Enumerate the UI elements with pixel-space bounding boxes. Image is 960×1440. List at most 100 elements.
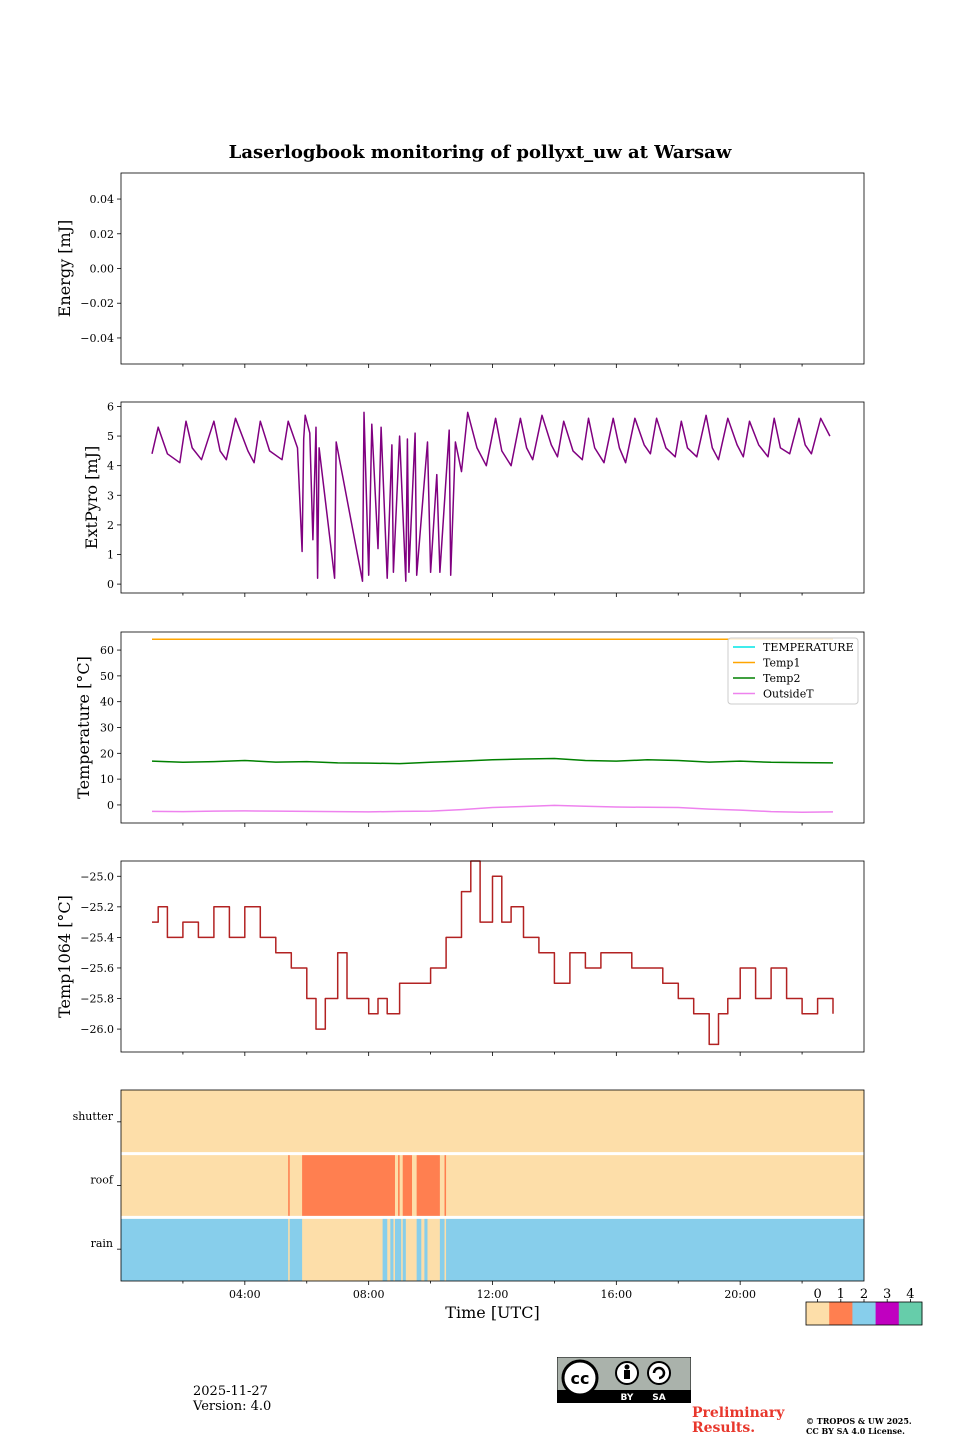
y-tick-label: 0	[107, 578, 114, 591]
y-tick-label: 1	[107, 549, 114, 562]
x-tick-label: 04:00	[229, 1288, 261, 1301]
colorbar-swatch-4	[898, 1302, 923, 1325]
license-sa-label: SA	[652, 1393, 665, 1403]
footer-date: 2025-11-27	[193, 1384, 268, 1399]
colorbar-label-0: 0	[813, 1287, 821, 1302]
panel-extpyro: 0 1 2 3 4 5 6 ExtPyro [mJ]	[82, 400, 865, 597]
status-row-shutter	[121, 1090, 864, 1154]
y-tick-label: −25.4	[80, 931, 114, 944]
series-line-temp2	[151, 757, 834, 765]
row-label-roof: roof	[90, 1174, 114, 1187]
y-tick-label: 50	[100, 670, 114, 683]
y-tick-label: 60	[100, 644, 114, 657]
status-segment-roof	[444, 1153, 447, 1218]
status-segment-roof	[402, 1153, 413, 1218]
status-row-roof	[121, 1153, 864, 1218]
panel-status: shutter roof rain 04:00 08:00 12:00 16:00 20:00…	[73, 1089, 923, 1326]
footer-version: Version: 4.0	[193, 1399, 272, 1414]
status-row-rain	[121, 1217, 864, 1281]
legend-label-temperature: TEMPERATURE	[763, 641, 854, 654]
y-tick-label: −25.8	[80, 993, 114, 1006]
y-tick-label: 0.02	[90, 228, 115, 241]
panel-energy: −0.04 −0.02 0.00 0.02 0.04 Energy [mJ]	[55, 172, 865, 368]
panel-temp1064: −26.0 −25.8 −25.6 −25.4 −25.2 −25.0 Temp1064 […	[55, 860, 865, 1056]
cc-by-sa-license-badge: cc BY SA	[557, 1357, 691, 1403]
series-line-temp1064	[152, 860, 834, 1046]
cc-icon	[561, 1359, 599, 1397]
status-segment-roof	[398, 1153, 400, 1218]
legend-box	[727, 637, 859, 705]
y-tick-label: −25.0	[80, 870, 114, 883]
y-tick-label: 0	[107, 799, 114, 812]
colorbar-label-2: 2	[860, 1287, 868, 1302]
y-axis-label: Energy [mJ]	[55, 220, 74, 318]
status-segment-rain	[393, 1217, 395, 1281]
y-tick-label: 3	[107, 489, 114, 502]
license-by-label: BY	[621, 1393, 634, 1403]
y-tick-label: −0.04	[80, 332, 114, 345]
y-tick-label: 0.04	[90, 193, 115, 206]
y-tick-label: 6	[107, 400, 114, 413]
y-tick-label: −26.0	[80, 1023, 114, 1036]
y-tick-label: 10	[100, 773, 114, 786]
axes-frame	[120, 401, 865, 594]
status-segment-rain	[421, 1217, 425, 1281]
x-axis-label: Time [UTC]	[445, 1303, 539, 1322]
y-axis-label: ExtPyro [mJ]	[82, 446, 101, 549]
x-tick-label: 08:00	[353, 1288, 385, 1301]
y-axis-label: Temp1064 [°C]	[55, 895, 74, 1018]
y-tick-label: 2	[107, 519, 114, 532]
status-segment-rain	[401, 1217, 403, 1281]
y-tick-label: 20	[100, 747, 114, 760]
axes-frame	[120, 631, 865, 824]
status-segment-rain	[405, 1217, 417, 1281]
axes-frame	[120, 1089, 865, 1282]
colorbar-label-4: 4	[906, 1287, 914, 1302]
x-tick-label: 12:00	[477, 1288, 509, 1301]
y-tick-label: 40	[100, 696, 114, 709]
status-segment-roof	[288, 1153, 290, 1218]
copyright-line1: © TROPOS & UW 2025.	[806, 1416, 912, 1426]
copyright-line2: CC BY SA 4.0 License.	[806, 1426, 905, 1436]
series-line-extpyro	[151, 411, 831, 582]
axes-frame	[120, 860, 865, 1053]
x-tick-label: 20:00	[724, 1288, 756, 1301]
status-segment-rain	[302, 1217, 383, 1281]
y-tick-label: 5	[107, 430, 114, 443]
svg-text:cc: cc	[571, 1369, 590, 1388]
preliminary-line2: Results.	[692, 1420, 756, 1436]
y-tick-label: −25.6	[80, 962, 114, 975]
panel-temperature: 0 10 20 30 40 50 60 Temperature [°C] TEMPERATURE…	[74, 631, 865, 827]
colorbar-swatch-0	[806, 1302, 830, 1325]
status-segment-rain	[444, 1217, 447, 1281]
status-segment-rain	[427, 1217, 440, 1281]
legend-label-temp2: Temp2	[763, 672, 800, 685]
status-segment-roof	[302, 1153, 395, 1218]
preliminary-line1: Preliminary	[692, 1405, 785, 1421]
colorbar-swatch-3	[875, 1302, 900, 1325]
colorbar-swatch-2	[852, 1302, 877, 1325]
colorbar-label-1: 1	[837, 1287, 845, 1302]
y-tick-label: −0.02	[80, 297, 114, 310]
colorbar-swatch-1	[829, 1302, 853, 1325]
y-tick-label: −25.2	[80, 901, 114, 914]
y-tick-label: 30	[100, 722, 114, 735]
row-label-shutter: shutter	[73, 1110, 114, 1123]
legend-label-outsidet: OutsideT	[763, 688, 814, 701]
status-segment-rain	[288, 1217, 290, 1281]
y-axis-label: Temperature [°C]	[74, 656, 93, 799]
x-tick-label: 16:00	[600, 1288, 632, 1301]
legend-label-temp1: Temp1	[763, 657, 800, 670]
series-line-outsidet	[151, 804, 834, 813]
colorbar-label-3: 3	[883, 1287, 891, 1302]
axes-frame	[120, 172, 865, 365]
share-alike-icon	[647, 1361, 671, 1385]
chart-title: Laserlogbook monitoring of pollyxt_uw at…	[229, 142, 732, 163]
row-label-rain: rain	[91, 1237, 113, 1250]
status-segment-rain	[387, 1217, 391, 1281]
y-tick-label: 0.00	[90, 263, 115, 276]
y-tick-label: 4	[107, 460, 114, 473]
status-segment-roof	[416, 1153, 440, 1218]
